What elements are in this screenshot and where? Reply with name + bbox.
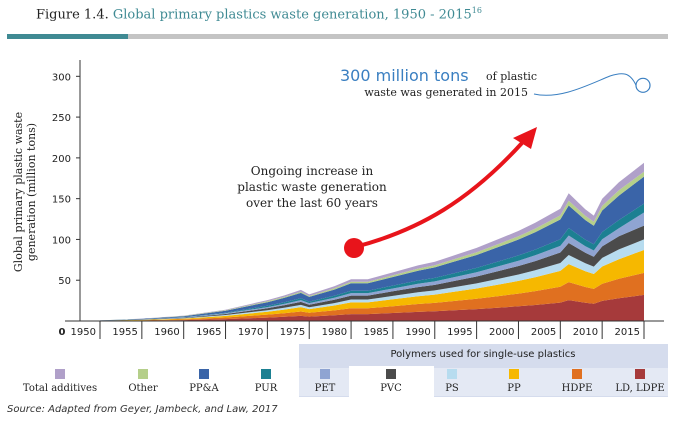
- legend-label-pvc: PVC: [380, 383, 402, 394]
- legend-swatch-ld-ldpe: [635, 369, 645, 379]
- legend-swatch-pp: [509, 369, 519, 379]
- callout-big-text: 300 million tons: [340, 66, 469, 85]
- y-tick-label-100: 100: [52, 235, 71, 246]
- legend-swatch-pet: [320, 369, 330, 379]
- x-tick-label-1990: 1990: [405, 327, 430, 338]
- legend: Polymers used for single-use plastics Tot…: [23, 349, 665, 397]
- callout-text-rest: of plastic: [486, 70, 537, 83]
- x-tick-label-1955: 1955: [112, 327, 137, 338]
- area-ld-ldpe: [100, 294, 644, 321]
- x-tick-label-2005: 2005: [531, 327, 556, 338]
- legend-swatch-other: [138, 369, 148, 379]
- legend-swatch-hdpe: [572, 369, 582, 379]
- growth-annotation-line: Ongoing increase in: [251, 164, 374, 178]
- figure-title: Global primary plastics waste generation…: [112, 7, 472, 23]
- y-axis-title-line: generation (million tons): [25, 123, 38, 261]
- legend-label-ppanda: PP&A: [189, 383, 219, 394]
- callout-marker: [635, 77, 651, 93]
- growth-arrow-head: [513, 127, 537, 149]
- y-tick-label-300: 300: [52, 72, 71, 83]
- growth-arrow-dot: [344, 238, 364, 258]
- callout-text-line2: waste was generated in 2015: [364, 86, 528, 99]
- y-tick-label-200: 200: [52, 154, 71, 165]
- legend-label-hdpe: HDPE: [562, 383, 593, 394]
- figure-heading: Figure 1.4. Global primary plastics wast…: [36, 6, 482, 22]
- x-tick-label-1975: 1975: [280, 327, 305, 338]
- x-tick-label-1985: 1985: [363, 327, 388, 338]
- growth-annotation-line: plastic waste generation: [237, 180, 387, 194]
- source-note: Source: Adapted from Geyer, Jambeck, and…: [7, 404, 278, 415]
- x-tick-label-1970: 1970: [238, 327, 263, 338]
- y-tick-label-50: 50: [58, 276, 71, 287]
- legend-label-pet: PET: [315, 383, 336, 394]
- title-rule: [128, 34, 668, 39]
- figure-number: Figure 1.4.: [36, 7, 109, 23]
- legend-swatch-pur: [261, 369, 271, 379]
- legend-swatch-total-additives: [55, 369, 65, 379]
- axes-layer: 50 100 150 200 250 300 0 1950 1955 1960 1965 1970 19…: [12, 60, 664, 339]
- x-tick-label-2015: 2015: [615, 327, 640, 338]
- y-axis-title-line: Global primary plastic waste: [12, 112, 25, 272]
- x-tick-label-1960: 1960: [154, 327, 179, 338]
- legend-swatch-ps: [447, 369, 457, 379]
- area-series-layer: [100, 162, 644, 321]
- legend-swatch-pvc: [386, 369, 396, 379]
- legend-label-other: Other: [128, 383, 158, 394]
- figure-footnote: 16: [471, 6, 482, 15]
- legend-swatch-ppanda: [199, 369, 209, 379]
- growth-annotation: Ongoing increase in plastic waste generat…: [237, 164, 387, 210]
- y-axis-title: Global primary plastic wastegeneration (…: [12, 112, 38, 272]
- legend-label-pur: PUR: [255, 383, 278, 394]
- area-pp: [100, 250, 644, 321]
- annotation-layer: Ongoing increase in plastic waste generat…: [237, 66, 651, 258]
- y-tick-label-150: 150: [52, 195, 71, 206]
- y-tick-label-250: 250: [52, 113, 71, 124]
- area-hdpe: [100, 272, 644, 321]
- y-tick-label-0: 0: [59, 327, 66, 338]
- growth-annotation-line: over the last 60 years: [246, 196, 378, 210]
- x-tick-label-2010: 2010: [573, 327, 598, 338]
- x-tick-label-1995: 1995: [447, 327, 472, 338]
- legend-label-pp: PP: [507, 383, 521, 394]
- legend-label-ps: PS: [445, 383, 459, 394]
- title-rule-accent: [7, 34, 128, 39]
- callout-leader: [533, 73, 637, 96]
- x-tick-label-1980: 1980: [322, 327, 347, 338]
- x-tick-label-2000: 2000: [489, 327, 514, 338]
- area-ppanda: [100, 176, 644, 321]
- legend-label-total-additives: Total additives: [23, 383, 97, 394]
- legend-label-ld-ldpe: LD, LDPE: [615, 383, 664, 394]
- x-tick-label-1965: 1965: [196, 327, 221, 338]
- growth-arrow: [354, 141, 524, 249]
- legend-group-label: Polymers used for single-use plastics: [391, 349, 576, 360]
- x-tick-label-1950: 1950: [71, 327, 96, 338]
